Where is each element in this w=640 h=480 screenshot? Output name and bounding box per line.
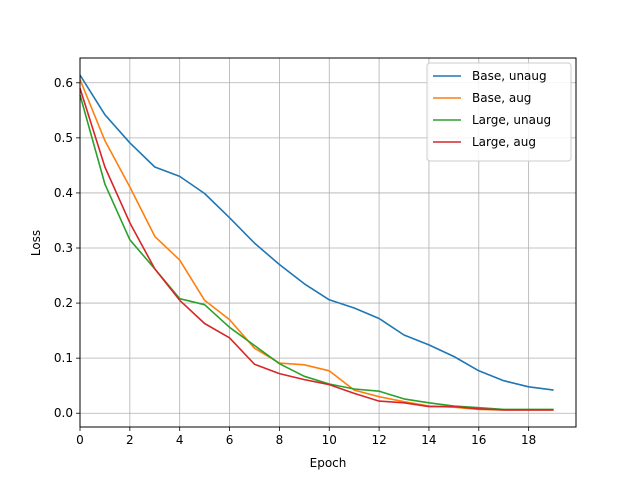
y-tick-label: 0.6	[54, 76, 73, 90]
y-tick-label: 0.0	[54, 406, 73, 420]
y-tick-label: 0.3	[54, 241, 73, 255]
y-tick-label: 0.4	[54, 186, 73, 200]
legend-label: Large, unaug	[472, 113, 551, 127]
series-lines	[79, 74, 554, 411]
x-tick-label: 16	[471, 433, 486, 447]
x-tick-label: 2	[126, 433, 134, 447]
legend-label: Base, unaug	[472, 69, 547, 83]
axis-ticks: 0 2 4 6 8 10 12 14 16 18 0.0 0.1 0.2 0.3 0.4 0.5 0.6	[54, 76, 536, 447]
x-tick-label: 12	[371, 433, 386, 447]
x-tick-label: 0	[76, 433, 84, 447]
plot-frame	[79, 57, 577, 428]
legend-label: Base, aug	[472, 91, 531, 105]
x-axis-label: Epoch	[310, 456, 347, 470]
series-line	[79, 74, 554, 391]
y-tick-label: 0.5	[54, 131, 73, 145]
x-tick-label: 6	[226, 433, 234, 447]
legend: Base, unaug Base, aug Large, unaug Large, a…	[426, 62, 572, 162]
x-tick-label: 4	[176, 433, 184, 447]
y-axis-label: Loss	[29, 230, 43, 256]
legend-label: Large, aug	[472, 135, 536, 149]
y-tick-label: 0.1	[54, 351, 73, 365]
x-tick-label: 18	[521, 433, 536, 447]
x-tick-label: 8	[276, 433, 284, 447]
y-tick-label: 0.2	[54, 296, 73, 310]
legend-box	[426, 62, 572, 162]
x-tick-label: 14	[421, 433, 436, 447]
x-tick-label: 10	[322, 433, 337, 447]
series-line	[79, 88, 554, 411]
